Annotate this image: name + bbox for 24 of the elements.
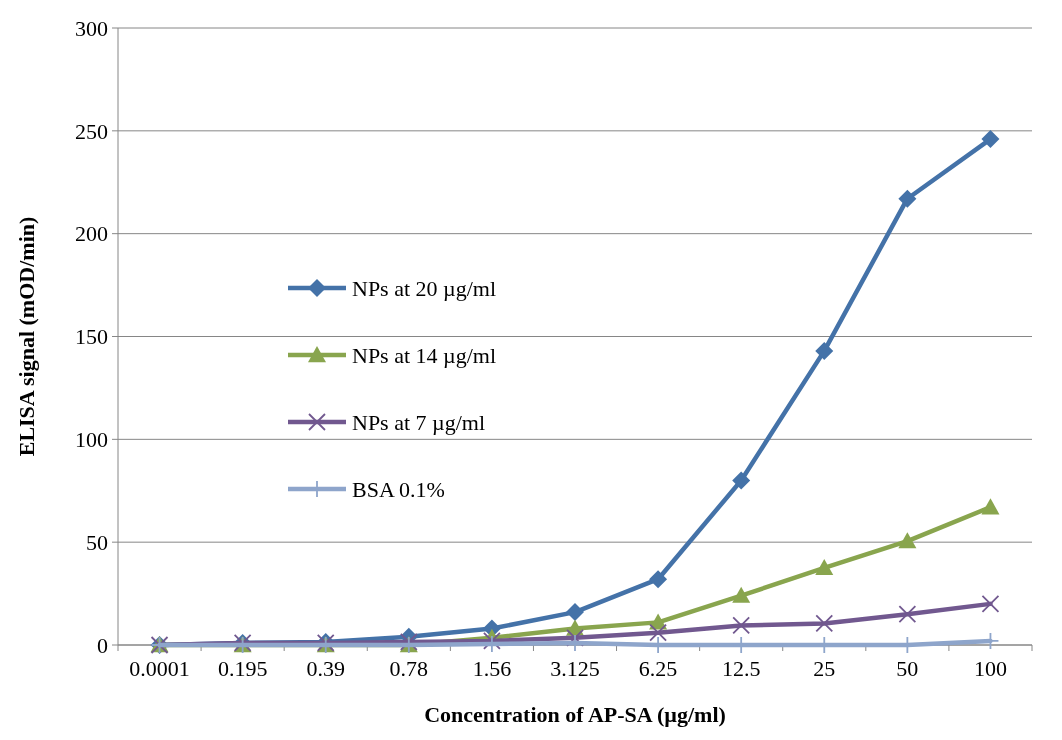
y-tick-label: 0 <box>97 632 108 658</box>
legend-label: BSA 0.1% <box>352 476 445 502</box>
x-tick-label: 0.39 <box>306 656 345 681</box>
x-tick-label: 6.25 <box>638 656 678 681</box>
legend-label: NPs at 20 µg/ml <box>352 275 497 301</box>
y-axis-title: ELISA signal (mOD/min) <box>14 216 39 457</box>
y-tick-label: 150 <box>75 324 108 350</box>
x-tick-label: 25 <box>813 656 836 681</box>
x-tick-label: 0.195 <box>217 656 268 681</box>
x-tick-label: 1.56 <box>472 656 512 681</box>
y-tick-label: 250 <box>75 118 108 144</box>
x-tick-label: 100 <box>973 656 1007 681</box>
legend-label: NPs at 7 µg/ml <box>352 409 486 435</box>
y-tick-label: 200 <box>75 221 108 247</box>
x-tick-label: 0.0001 <box>129 656 190 681</box>
x-tick-label: 12.5 <box>721 656 761 681</box>
legend-label: NPs at 14 µg/ml <box>352 342 497 368</box>
y-tick-label: 50 <box>86 529 108 555</box>
x-tick-label: 50 <box>896 656 919 681</box>
x-tick-label: 3.125 <box>550 656 600 681</box>
y-tick-label: 300 <box>75 15 108 41</box>
y-tick-label: 100 <box>75 427 108 453</box>
x-tick-label: 0.78 <box>389 656 429 681</box>
x-axis-title: Concentration of AP-SA (µg/ml) <box>424 702 726 727</box>
